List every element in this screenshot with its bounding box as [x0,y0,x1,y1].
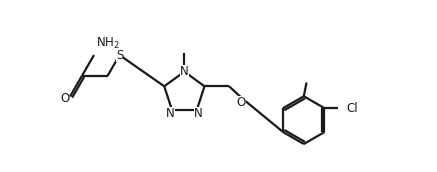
Text: S: S [116,49,123,62]
Text: Cl: Cl [347,102,358,115]
Text: NH$_2$: NH$_2$ [96,36,119,51]
Text: N: N [166,107,175,120]
Text: O: O [60,92,69,105]
Text: O: O [237,96,246,109]
Text: N: N [180,65,189,78]
Text: N: N [194,107,203,120]
